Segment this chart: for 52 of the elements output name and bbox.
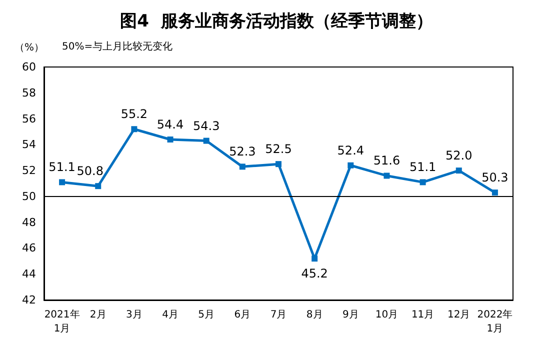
point	[492, 190, 498, 196]
x-tick-label: 11月	[411, 310, 434, 320]
y-tick-label: 50	[22, 190, 36, 203]
x-tick-label: 6月	[234, 310, 251, 320]
text: 50%=与上月比较无变化	[62, 40, 173, 52]
point	[312, 256, 318, 262]
text: 51.1	[48, 160, 76, 174]
point	[348, 162, 354, 168]
x-tick-label: 10月	[375, 310, 398, 320]
x-tick-label: 9月	[342, 310, 359, 320]
x-tick-label: 7月	[270, 310, 287, 320]
text: 51.6	[373, 154, 400, 168]
y-tick-label: 42	[22, 294, 36, 306]
point	[239, 164, 246, 170]
text: 52.0	[446, 148, 472, 163]
point	[420, 179, 426, 186]
y-tick-label: 54	[22, 138, 36, 152]
x-tick-label: 8月	[306, 310, 323, 320]
text: 50.8	[76, 164, 104, 178]
y-tick-label: 60	[22, 60, 36, 74]
y-tick-label: 44	[22, 268, 36, 281]
y-tick-label: 58	[22, 86, 36, 100]
x-tick-label: 12月	[448, 310, 470, 320]
point	[95, 183, 102, 190]
point	[384, 172, 390, 179]
text: 54.3	[192, 118, 220, 133]
point	[59, 179, 66, 186]
text: 52.3	[229, 144, 256, 159]
text: 45.2	[301, 266, 328, 281]
x-tick-label: 2021年 1月	[44, 308, 80, 334]
x-tick-label: 2022年 1月	[477, 308, 513, 334]
y-tick-label: 48	[22, 216, 36, 229]
x-tick-label: 2月	[90, 310, 106, 320]
text: 50.3	[482, 170, 508, 185]
y-tick-label: 46	[22, 242, 36, 255]
x-tick-label: 4月	[162, 310, 178, 320]
y-tick-label: 52	[22, 164, 36, 178]
point	[131, 126, 138, 132]
text: 52.5	[265, 142, 292, 156]
text: 52.4	[337, 143, 364, 158]
x-tick-label: 5月	[198, 310, 215, 320]
point	[456, 168, 462, 174]
chart-title: 图4 服务业商务活动指数（经季节调整）	[120, 12, 433, 32]
text: 51.1	[409, 160, 436, 174]
y-axis-title: （%）	[14, 42, 44, 54]
point	[276, 161, 282, 168]
text: 55.2	[120, 107, 148, 122]
y-tick-label: 56	[22, 112, 36, 126]
point	[203, 138, 210, 144]
x-tick-label: 3月	[126, 310, 142, 320]
text: 54.4	[156, 117, 184, 132]
point	[167, 136, 174, 142]
